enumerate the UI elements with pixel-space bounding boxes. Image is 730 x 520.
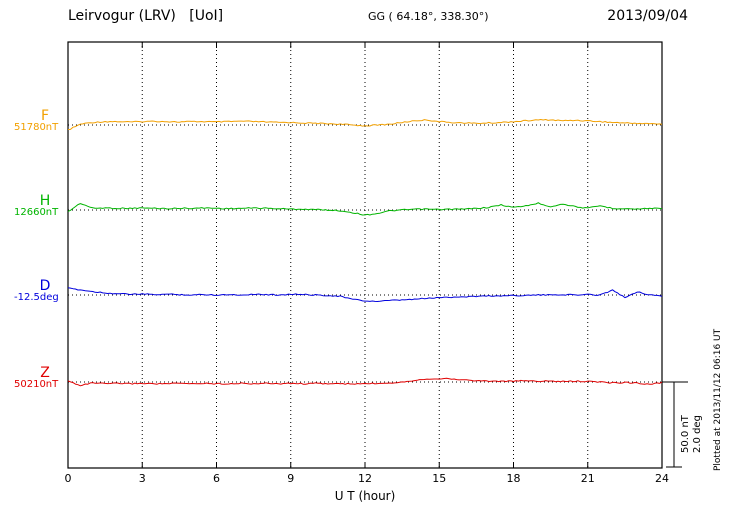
series-baseline-value-F: 51780nT (14, 122, 59, 133)
series-letter-H: H (39, 193, 51, 209)
x-tick-label-9: 9 (287, 472, 295, 485)
x-tick-label-15: 15 (432, 472, 447, 485)
series-letter-F: F (40, 108, 50, 124)
scale-label-deg: 2.0 deg (692, 415, 703, 453)
x-tick-label-12: 12 (358, 472, 372, 485)
station-title: Leirvogur (LRV) [UoI] (68, 8, 224, 24)
geographic-coordinates: GG ( 64.18°, 338.30°) (368, 10, 489, 23)
plot-frame (67, 41, 663, 469)
x-tick-label-6: 6 (213, 472, 220, 485)
series-baseline-value-D: -12.5deg (14, 292, 59, 303)
trace-F (67, 119, 663, 130)
series-letter-D: D (39, 278, 51, 294)
x-axis-label: U T (hour) (334, 489, 396, 503)
series-letter-Z: Z (40, 365, 50, 381)
x-tick-label-18: 18 (506, 472, 521, 485)
trace-Z (67, 377, 663, 387)
trace-D (67, 287, 663, 302)
x-axis-tick-labels: 0 3 6 9 12 15 18 21 24 (0, 472, 730, 486)
x-tick-label-24: 24 (655, 472, 669, 485)
plot-date: 2013/09/04 (607, 8, 688, 24)
x-tick-label-21: 21 (580, 472, 595, 485)
x-tick-label-3: 3 (138, 472, 146, 485)
series-baseline-value-H: 12660nT (14, 207, 59, 218)
scale-label-nt: 50.0 nT (680, 415, 691, 453)
plotted-at-timestamp: Plotted at 2013/11/12 06:16 UT (713, 328, 723, 471)
x-tick-label-0: 0 (64, 472, 72, 485)
trace-H (67, 202, 663, 216)
series-baseline-value-Z: 50210nT (14, 379, 59, 390)
